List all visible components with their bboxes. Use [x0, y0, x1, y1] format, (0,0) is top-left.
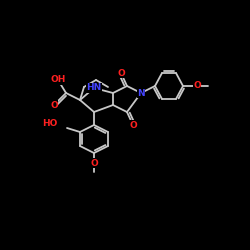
Text: O: O	[117, 68, 125, 78]
Text: HO: HO	[42, 118, 58, 128]
Text: O: O	[129, 120, 137, 130]
Text: O: O	[50, 100, 58, 110]
Text: N: N	[137, 88, 145, 98]
Text: O: O	[90, 158, 98, 168]
Text: OH: OH	[50, 76, 66, 84]
Text: O: O	[193, 82, 201, 90]
Text: HN: HN	[86, 84, 102, 92]
